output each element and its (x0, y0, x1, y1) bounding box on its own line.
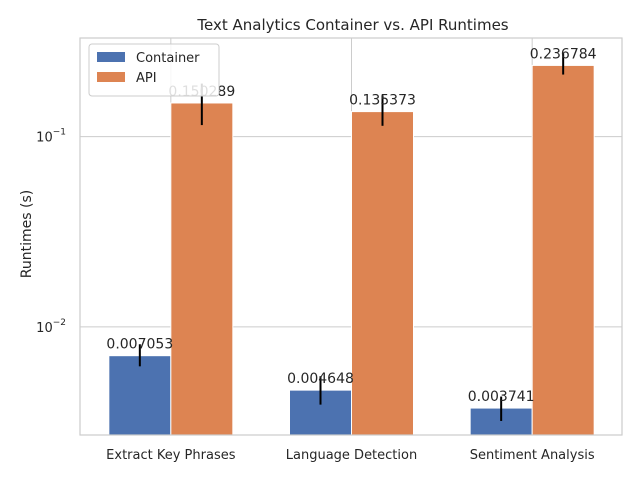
legend-swatch (97, 52, 125, 62)
x-tick-label: Extract Key Phrases (106, 448, 236, 463)
y-tick-label: 10−2 (36, 318, 66, 336)
y-tick-labels: 10−2 10−1 (36, 128, 66, 336)
data-label: 0.007053 (106, 337, 173, 353)
data-label: 0.135373 (349, 93, 416, 109)
bar-api-2 (351, 111, 414, 436)
legend-label: Container (136, 51, 200, 66)
plot-frame (79, 37, 623, 436)
y-tick-label: 10−1 (36, 128, 66, 146)
data-label: 0.004648 (287, 371, 354, 387)
x-tick-label: Language Detection (286, 448, 417, 463)
bar-container-1 (108, 355, 172, 436)
legend-swatch (97, 72, 125, 82)
data-labels: 0.0070530.0046480.0037410.1502890.135373… (106, 46, 596, 405)
y-axis-label: Runtimes (s) (19, 190, 35, 278)
data-label: 0.236784 (530, 46, 597, 62)
x-tick-label: Sentiment Analysis (470, 448, 595, 463)
bar-api-1 (170, 102, 234, 436)
legend-label: API (136, 71, 157, 86)
bars (108, 64, 595, 436)
bar-api-3 (531, 64, 595, 436)
x-tick-labels: Extract Key Phrases Language Detection Sen… (106, 448, 595, 463)
data-label: 0.003741 (468, 389, 535, 405)
chart-title: Text Analytics Container vs. API Runtime… (196, 16, 508, 34)
legend: Container API (88, 43, 220, 97)
error-bars (138, 53, 565, 421)
